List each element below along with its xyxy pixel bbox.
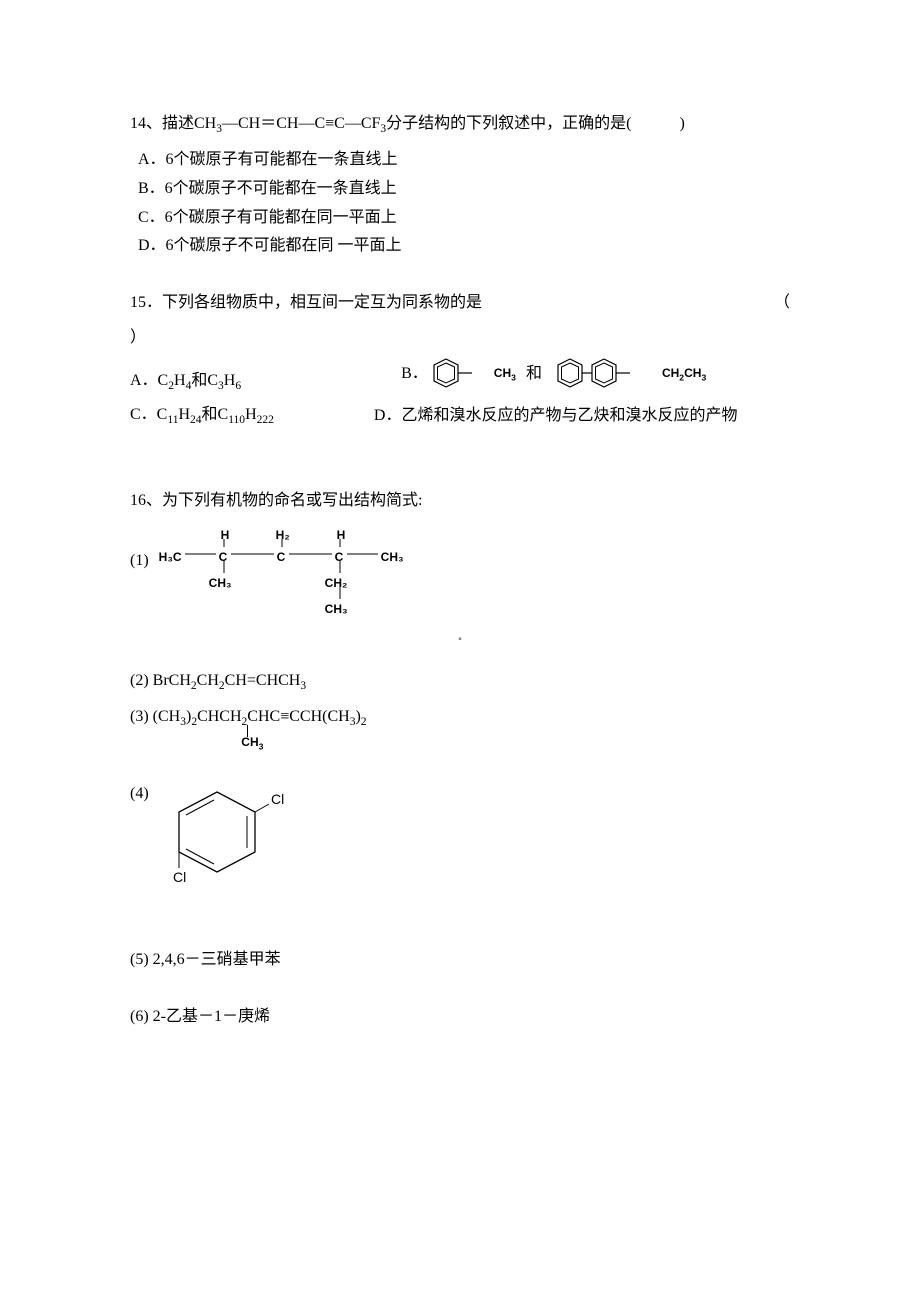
- q14-option-c[interactable]: C．6个碳原子有可能都在同一平面上: [130, 204, 790, 233]
- q15-text: 15．下列各组物质中，相互间一定互为同系物的是: [130, 294, 482, 311]
- cl-label-1: Cl: [271, 791, 284, 807]
- q15-option-a[interactable]: A．C2H4和C3H6: [130, 367, 241, 397]
- dichlorobenzene-icon: Cl Cl: [167, 780, 297, 890]
- page-marker: ▪: [130, 631, 790, 649]
- q14-option-d[interactable]: D．6个碳原子不可能都在同 一平面上: [130, 232, 790, 261]
- q16-item-3: (3) (CH3)2CHCH2CHC CH3 ≡CCH(CH3)2: [130, 707, 790, 730]
- q14-text-2: —CH＝CH—C≡C—CF: [222, 115, 380, 132]
- q16-item-6: (6) 2-乙基－1－庚烯: [130, 1003, 790, 1032]
- q14-text-4: ): [680, 115, 685, 132]
- q14-option-b[interactable]: B．6个碳原子不可能都在一条直线上: [130, 175, 790, 204]
- q16-item-1: (1) H₃C H C H₂ C H C CH₃ CH₃ CH₂ CH₃: [130, 521, 790, 631]
- q15-row-cd: C．C11H24和C110H222 D．乙烯和溴水反应的产物与乙炔和溴水反应的产…: [130, 401, 790, 431]
- q14-option-a[interactable]: A．6个碳原子有可能都在一条直线上: [130, 146, 790, 175]
- q15-option-d[interactable]: D．乙烯和溴水反应的产物与乙炔和溴水反应的产物: [374, 402, 738, 431]
- q16-item-5: (5) 2,4,6－三硝基甲苯: [130, 946, 790, 975]
- ch2ch3-label: CH2CH3: [662, 363, 706, 386]
- structure-1: H₃C H C H₂ C H C CH₃ CH₃ CH₂ CH₃: [159, 521, 439, 631]
- label-4: (4): [130, 780, 149, 809]
- q16-item-2: (2) BrCH2CH2CH=CHCH3: [130, 667, 790, 697]
- label-1: (1): [130, 547, 149, 576]
- paren-close: ）: [130, 324, 790, 353]
- q15-option-c[interactable]: C．C11H24和C110H222: [130, 401, 274, 431]
- q14-text-1: 14、描述CH: [130, 115, 216, 132]
- q15-option-b[interactable]: B． CH3 和 CH2CH3: [401, 353, 706, 397]
- cl-label-2: Cl: [173, 869, 186, 885]
- q15-stem: 15．下列各组物质中，相互间一定互为同系物的是 （: [130, 289, 790, 318]
- q15-row-ab: A．C2H4和C3H6 B． CH3 和 CH2CH3: [130, 353, 790, 397]
- toluene-icon: [428, 353, 494, 397]
- q16-stem: 16、为下列有机物的命名或写出结构简式:: [130, 487, 790, 516]
- q14-text-3: 分子结构的下列叙述中，正确的是(: [386, 115, 631, 132]
- biphenyl-icon: [552, 353, 662, 397]
- q14-stem: 14、描述CH3—CH＝CH—C≡C—CF3分子结构的下列叙述中，正确的是(): [130, 110, 790, 140]
- paren-open: （: [774, 289, 790, 318]
- q16-item-4: (4) Cl Cl: [130, 780, 790, 890]
- ch3-label: CH3: [494, 363, 516, 386]
